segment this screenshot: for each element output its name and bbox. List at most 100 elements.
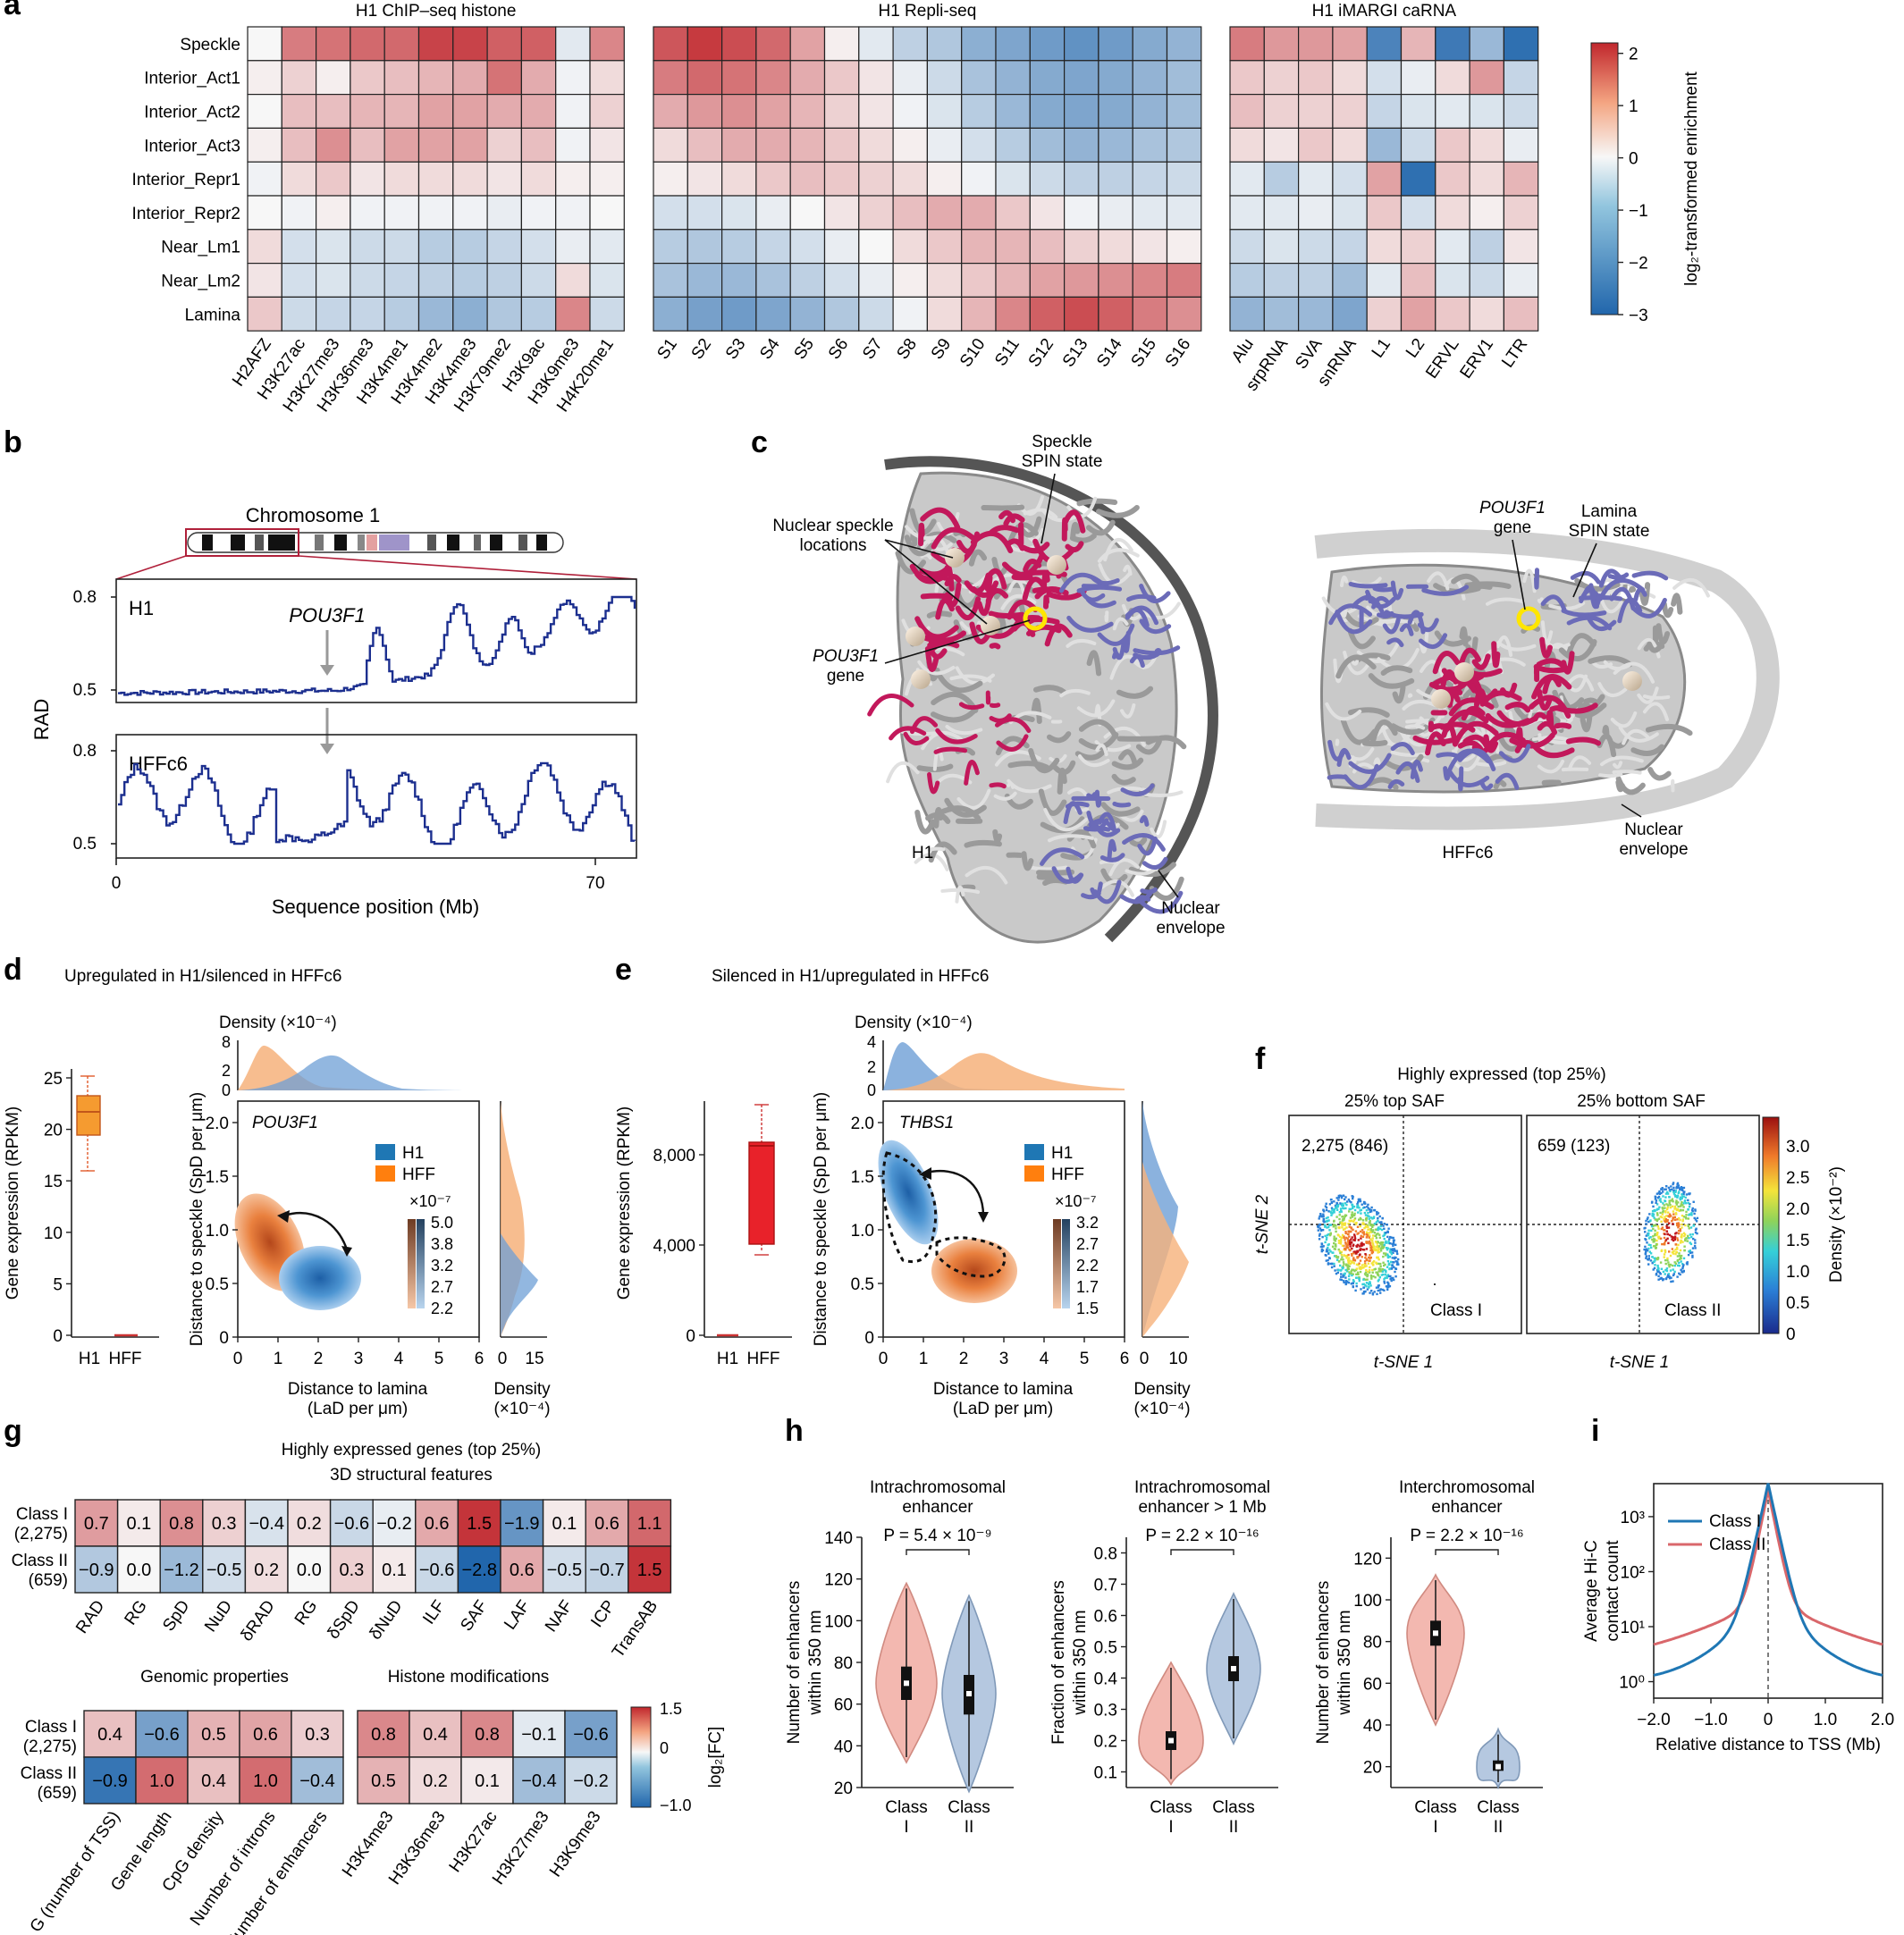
tsne-point (1659, 1237, 1663, 1240)
fc-value: −0.6 (573, 1725, 608, 1745)
tsne-point (1678, 1252, 1681, 1255)
ytick-label: 0.5 (206, 1275, 229, 1294)
tsne-point (1388, 1267, 1391, 1271)
tsne-point (1335, 1207, 1338, 1209)
heatmap-cell (892, 26, 928, 62)
heatmap-cell (1435, 161, 1470, 197)
column-label: ERVL (1422, 335, 1462, 382)
ytick-label: 0 (864, 1329, 874, 1348)
tsne-point (1370, 1224, 1373, 1227)
tsne-point (1348, 1239, 1351, 1242)
tsne-point (1334, 1269, 1336, 1272)
tsne-point (1663, 1218, 1665, 1221)
p-bracket (1170, 1549, 1234, 1555)
contour-axis-ticks-e: 2.01.51.00.500 1 2 3 4 5 6 (851, 1115, 1130, 1368)
fc-value: 0.0 (297, 1561, 322, 1580)
speckle-fiber (958, 702, 985, 711)
heatmap-cell (1297, 93, 1334, 129)
tsne-point (1344, 1281, 1348, 1284)
tsne-point (1338, 1226, 1341, 1230)
heatmap-cell (926, 26, 963, 62)
tsne-point (1678, 1261, 1681, 1265)
heatmap-cell (926, 127, 963, 163)
tsne-point (1679, 1241, 1682, 1244)
tsne-point (1661, 1216, 1664, 1219)
tsne-point (1353, 1217, 1357, 1220)
tsne-point (1372, 1216, 1375, 1219)
tsne-point (1352, 1205, 1354, 1208)
tsne-point (1333, 1219, 1335, 1223)
chromatin-fiber (1343, 651, 1371, 676)
heatmap-cell (926, 195, 963, 231)
row-label: Interior_Repr2 (132, 205, 240, 223)
heatmap-cell (653, 161, 688, 197)
tsne-point (1656, 1218, 1659, 1221)
fc-value: 0.1 (552, 1514, 577, 1534)
tsne-point (1352, 1282, 1354, 1284)
tsne-point (1330, 1199, 1333, 1201)
tsne-point (1340, 1273, 1343, 1275)
arrowhead (277, 1210, 290, 1223)
tsne-point (1685, 1214, 1688, 1216)
gene-label-d: POU3F1 (252, 1114, 318, 1132)
heatmap-cell (1132, 127, 1168, 163)
tsne-point (1654, 1247, 1657, 1249)
heatmap-cell (316, 195, 351, 231)
tsne-point (1657, 1207, 1660, 1210)
chromatin-fiber (1459, 626, 1469, 647)
tsne-point (1368, 1215, 1370, 1218)
fc-value: 0.1 (382, 1561, 407, 1580)
chromatin-fiber (1462, 684, 1499, 709)
heatmap-cell (1029, 296, 1066, 332)
chromatin-fiber (1104, 610, 1109, 623)
chromatin-fiber (1566, 633, 1596, 656)
tsne-point (1678, 1265, 1681, 1267)
lamina-fiber (1328, 603, 1373, 626)
tsne-point (1360, 1208, 1362, 1211)
tsne-point (1658, 1235, 1661, 1238)
structural-heatmap: 0.7 0.1 0.8 0.3 −0.4 0.2 −0.6 −0.2 0.6 1.5 −1.9 0.1… (72, 1499, 672, 1662)
tsne-point (1326, 1248, 1328, 1251)
tsne-point (1357, 1243, 1360, 1247)
tsne-point (1690, 1251, 1694, 1254)
chromatin-fiber (1661, 601, 1674, 618)
speckle-fiber (1457, 740, 1484, 753)
lamina-fiber (1387, 778, 1405, 789)
tsne-point (1689, 1242, 1693, 1246)
speckle-fiber (889, 726, 927, 741)
panel-f-title: Highly expressed (top 25%) (1397, 1065, 1605, 1084)
tsne-point (1654, 1229, 1656, 1233)
tsne-point (1392, 1241, 1395, 1244)
tsne-point (1679, 1249, 1682, 1252)
tsne-point (1330, 1266, 1334, 1269)
fc-value: 0.1 (126, 1514, 151, 1534)
tsne-point (1670, 1235, 1672, 1238)
tsne-point (1357, 1198, 1361, 1201)
tsne-point (1341, 1233, 1344, 1237)
tsne-point (1688, 1237, 1690, 1240)
heatmap-cell (1166, 127, 1202, 163)
tsne-point (1654, 1264, 1656, 1266)
tsne-point (1685, 1202, 1688, 1205)
tsne-point (1680, 1208, 1682, 1211)
heatmap-cell (892, 229, 928, 265)
tsne-point (1676, 1275, 1679, 1278)
tsne-point (1677, 1184, 1681, 1187)
tick-label: 0 (686, 1327, 695, 1346)
tsne-point (1684, 1196, 1687, 1199)
heatmap-cell (1263, 93, 1300, 129)
tsne-point (1650, 1229, 1653, 1233)
band (518, 534, 527, 551)
track-h1-frame (115, 578, 637, 703)
lamina-fiber (1335, 610, 1373, 635)
tsne-point (1339, 1278, 1342, 1281)
fc-value: 0.2 (423, 1771, 448, 1791)
tsne-point (1384, 1241, 1386, 1244)
tsne-title-top: 25% top SAF (1344, 1092, 1445, 1111)
tsne-point (1668, 1277, 1672, 1280)
tsne-point (1643, 1227, 1646, 1230)
hffc6-ytick-top: 0.8 (73, 742, 97, 761)
tsne-point (1332, 1224, 1335, 1226)
tsne-point (1386, 1247, 1389, 1249)
violin-ylabel: within 350 nm (1071, 1610, 1090, 1715)
